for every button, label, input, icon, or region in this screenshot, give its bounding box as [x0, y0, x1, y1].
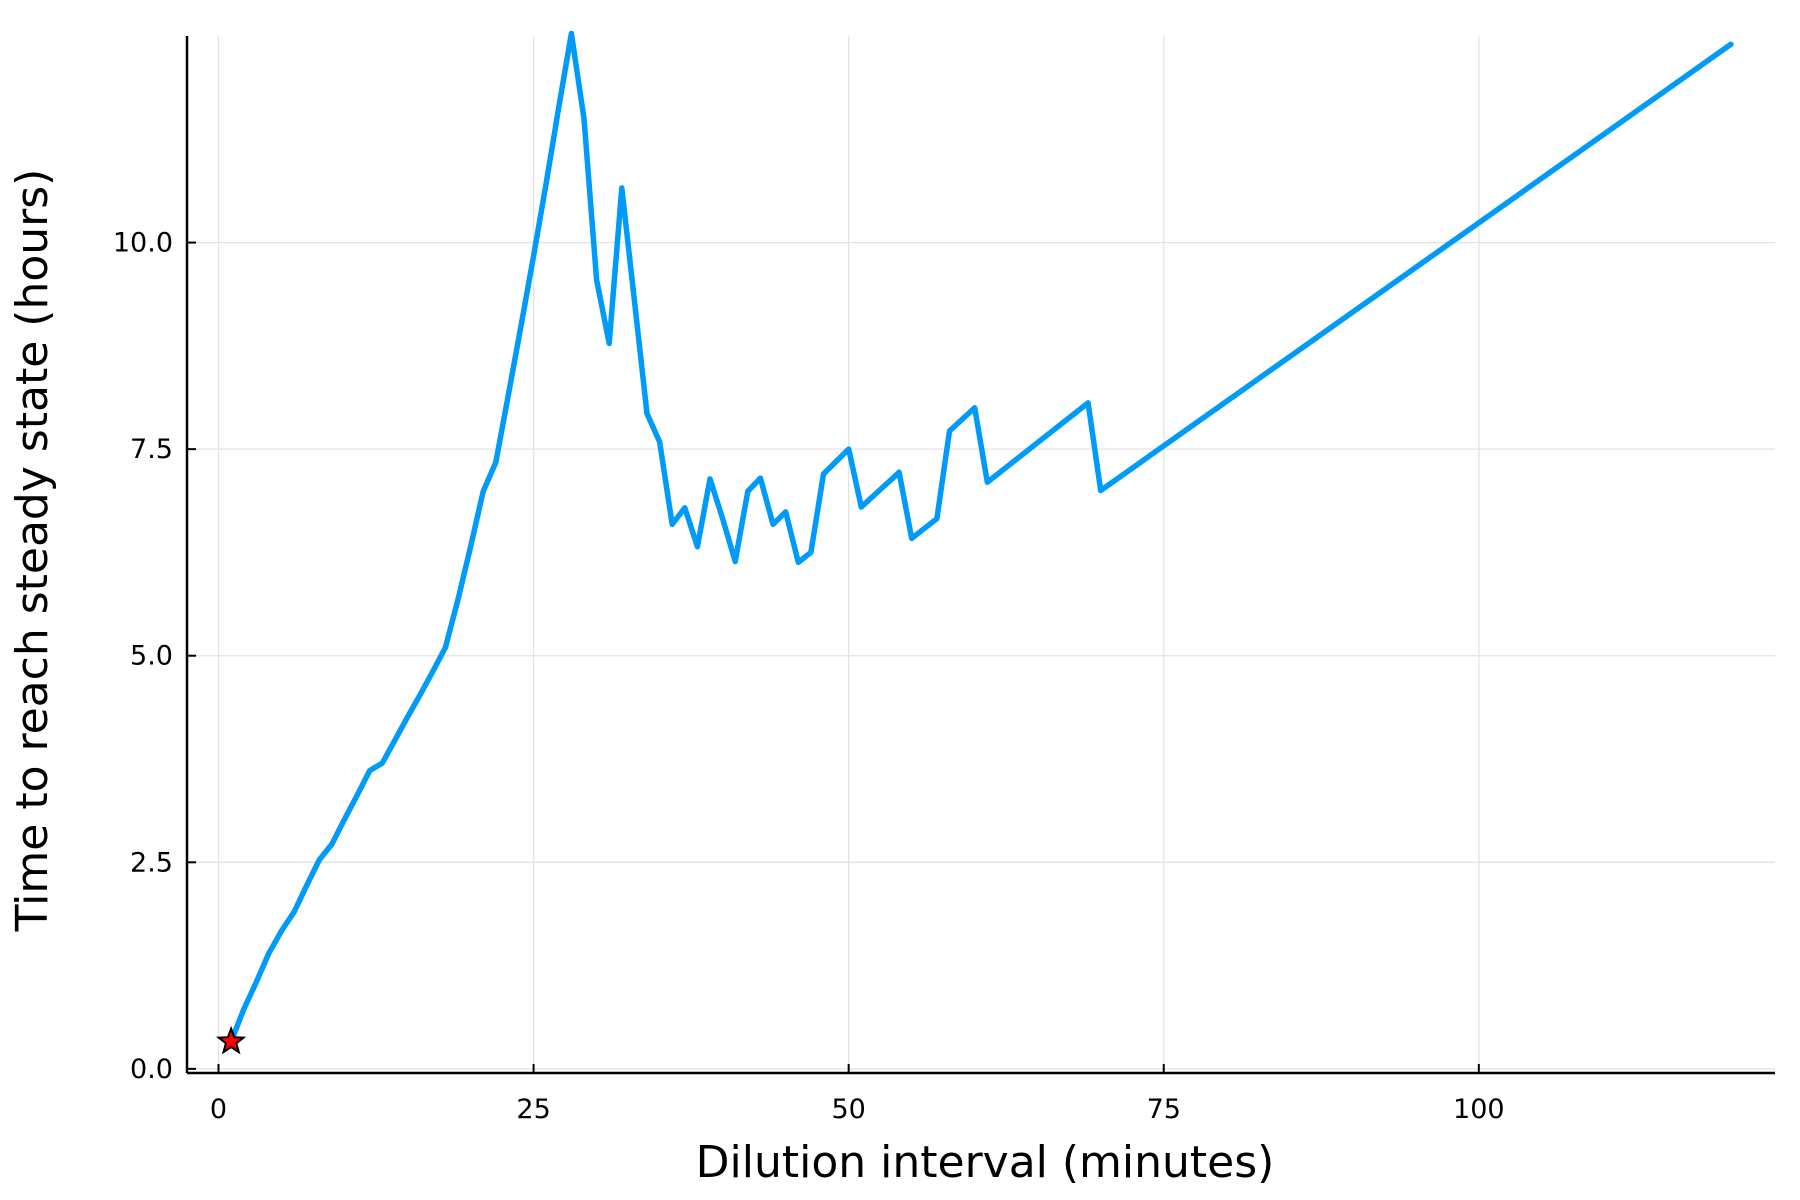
series-layer — [228, 30, 1734, 1045]
series-line — [228, 30, 1734, 1045]
x-tick-label: 25 — [516, 1094, 550, 1125]
axes — [185, 36, 1775, 1075]
x-tick-label: 0 — [210, 1094, 227, 1125]
star-marker — [215, 1025, 247, 1055]
x-tick-label: 100 — [1453, 1094, 1505, 1125]
y-tick-label: 7.5 — [130, 434, 173, 465]
marker-layer — [215, 1025, 247, 1055]
y-tick-label: 2.5 — [130, 847, 173, 878]
y-tick-label: 10.0 — [113, 228, 173, 259]
tick-marks — [187, 241, 1480, 1073]
x-axis-title: Dilution interval (minutes) — [696, 1137, 1275, 1188]
grid-lines — [187, 36, 1775, 1073]
y-tick-label: 5.0 — [130, 641, 173, 672]
x-tick-label: 50 — [831, 1094, 865, 1125]
y-tick-label: 0.0 — [130, 1054, 173, 1085]
tick-labels: 0 25 50 75 100 0.0 2.5 5.0 7.5 10.0 — [113, 228, 1505, 1125]
y-axis-title: Time to reach steady state (hours) — [7, 169, 58, 933]
x-tick-label: 75 — [1147, 1094, 1181, 1125]
